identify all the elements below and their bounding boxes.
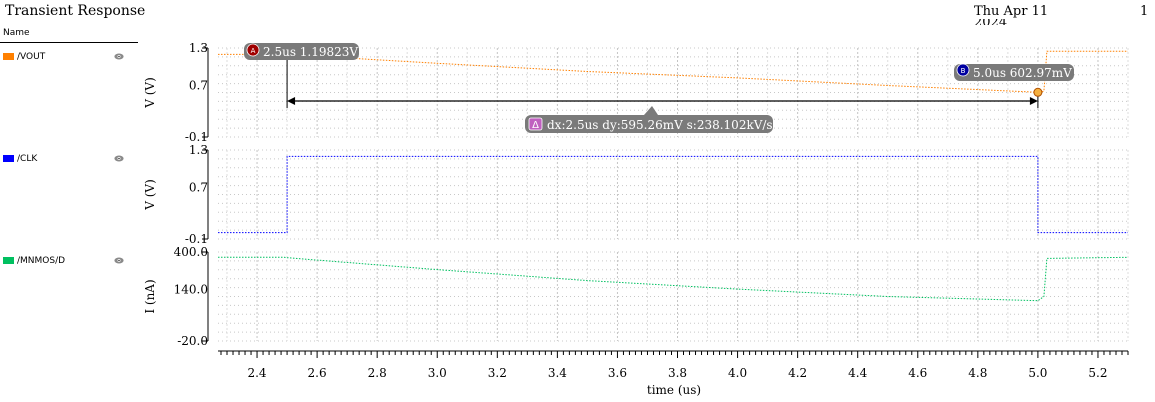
x-tick-label: 2.4 (247, 366, 266, 380)
marker-a-id: A (251, 47, 256, 55)
legend-divider (0, 42, 138, 43)
delta-symbol: Δ (532, 120, 539, 131)
delta-icon (528, 117, 543, 131)
y-axis-label: V (V) (143, 179, 157, 211)
x-tick-label: 5.0 (1028, 366, 1047, 380)
y-tick-label: 140.0 (174, 283, 208, 297)
window-title: Transient Response (5, 3, 146, 19)
legend-swatch-vout (3, 53, 14, 60)
marker-b-id: B (961, 67, 966, 75)
marker-b-text: 5.0us 602.97mV (973, 66, 1072, 80)
delta-label-pointer (644, 106, 658, 115)
legend-swatch-mnmos-d (3, 257, 14, 264)
y-tick-label: 1.3 (189, 41, 208, 55)
marker-a-text: 2.5us 1.19823V (263, 45, 358, 59)
marker-a-label-bg (244, 43, 359, 60)
y-tick-label: -0.1 (185, 130, 208, 144)
x-tick-label: 4.0 (728, 366, 747, 380)
x-tick-label: 4.8 (968, 366, 987, 380)
y-tick-label: 1.3 (189, 143, 208, 157)
x-tick-label: 5.2 (1088, 366, 1107, 380)
legend-item-mnmos-d[interactable]: /MNMOS/D (3, 255, 131, 267)
series-line (218, 256, 1129, 302)
legend-label-clk: /CLK (17, 154, 38, 164)
page-number: 1 (1140, 4, 1149, 19)
y-tick-label: 400.0 (174, 245, 208, 259)
x-tick-label: 3.4 (548, 366, 567, 380)
legend-header: Name (3, 28, 30, 38)
eye-icon[interactable] (114, 257, 124, 264)
y-tick-label: -0.1 (185, 232, 208, 246)
delta-arrowhead (287, 97, 296, 105)
x-tick-label: 4.2 (788, 366, 807, 380)
x-tick-label: 4.6 (908, 366, 927, 380)
y-axis-label: V (V) (143, 77, 157, 109)
eye-icon[interactable] (114, 155, 124, 162)
timestamp-year: 2024 (974, 19, 1084, 25)
x-tick-label: 3.8 (668, 366, 687, 380)
x-tick-label: 4.4 (848, 366, 867, 380)
y-tick-label: -20.0 (177, 334, 208, 348)
y-tick-label: 0.7 (189, 79, 208, 93)
y-tick-label: 0.7 (189, 181, 208, 195)
x-tick-label: 3.6 (608, 366, 627, 380)
marker-a-badge (246, 43, 260, 57)
x-tick-label: 3.0 (428, 366, 447, 380)
eye-icon[interactable] (114, 53, 124, 60)
legend-label-mnmos-d: /MNMOS/D (17, 256, 66, 266)
series-line (218, 155, 1128, 234)
timestamp: Thu Apr 11 13:14:00 (974, 4, 1049, 19)
legend-swatch-clk (3, 155, 14, 162)
marker-b-badge (956, 63, 970, 77)
x-axis-label: time (us) (647, 383, 701, 397)
legend-label-vout: /VOUT (17, 52, 46, 62)
marker-b-label-bg (954, 64, 1074, 81)
marker-point (1033, 87, 1043, 97)
legend-item-clk[interactable]: /CLK (3, 153, 131, 165)
delta-label-bg (525, 115, 773, 133)
delta-arrowhead (1029, 97, 1038, 105)
x-tick-label: 2.6 (308, 366, 327, 380)
x-tick-label: 2.8 (368, 366, 387, 380)
y-axis-label: I (nA) (143, 279, 157, 313)
legend-item-vout[interactable]: /VOUT (3, 51, 131, 63)
x-tick-label: 3.2 (488, 366, 507, 380)
delta-text: dx:2.5us dy:595.26mV s:238.102kV/s (547, 118, 773, 132)
